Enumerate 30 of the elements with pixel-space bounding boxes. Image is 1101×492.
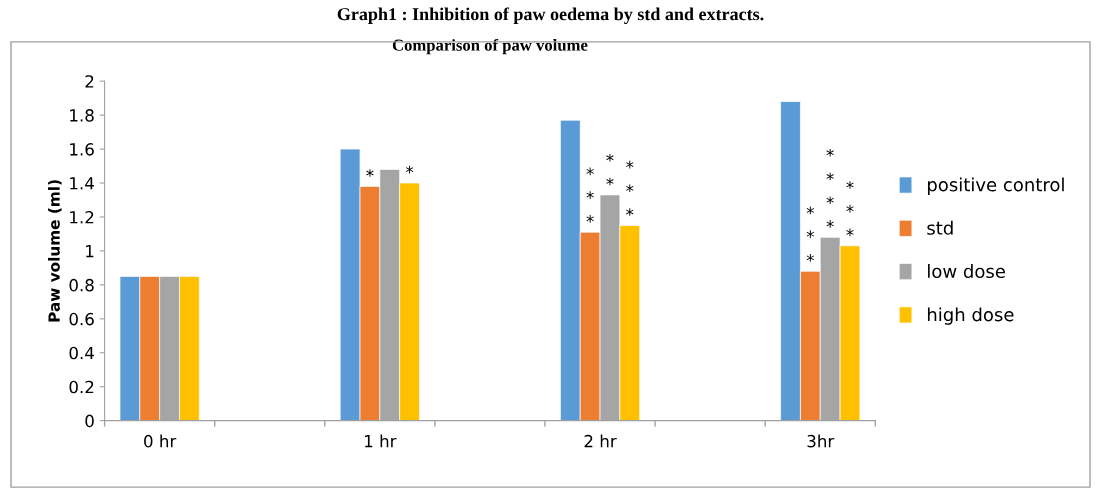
legend-label: high dose bbox=[927, 307, 1014, 325]
legend-label: positive control bbox=[927, 177, 1064, 195]
y-tick-label: 0.8 bbox=[69, 278, 94, 292]
legend-label: low dose bbox=[928, 264, 1005, 279]
data-label: * bbox=[405, 165, 414, 174]
y-tick-label: 0.6 bbox=[69, 312, 94, 326]
data-label: * bbox=[366, 169, 374, 177]
y-tick-label: 1.6 bbox=[70, 143, 94, 156]
y-tick-label: 0 bbox=[85, 414, 94, 428]
y-tick-label: 1.2 bbox=[70, 210, 94, 224]
data-label: * * * bbox=[806, 206, 815, 262]
y-tick-label: 1 bbox=[86, 245, 94, 258]
chart-title: Comparison of paw volume bbox=[392, 38, 588, 55]
x-tick-label: 3hr bbox=[807, 434, 835, 448]
y-tick-label: 2 bbox=[85, 75, 94, 88]
x-tick-label: 2 hr bbox=[584, 434, 617, 448]
data-label: * * * bbox=[626, 160, 634, 216]
y-tick-label: 0.4 bbox=[69, 346, 94, 360]
y-axis-title: Paw volume (ml) bbox=[48, 180, 62, 322]
data-label: * * bbox=[606, 153, 614, 186]
y-tick-label: 1.8 bbox=[70, 109, 94, 122]
data-label: * * * bbox=[846, 181, 854, 237]
caption: Graph1 : Inhibition of paw oedema by std and extracts. bbox=[337, 7, 764, 24]
data-label: * * * bbox=[586, 167, 594, 223]
legend-label: std bbox=[927, 220, 953, 235]
data-label: * * * * bbox=[826, 148, 834, 228]
x-tick-label: 1 hr bbox=[365, 434, 397, 448]
x-tick-label: 0 hr bbox=[144, 434, 177, 448]
y-tick-label: 1.4 bbox=[70, 177, 94, 190]
y-tick-label: 0.2 bbox=[69, 380, 94, 394]
